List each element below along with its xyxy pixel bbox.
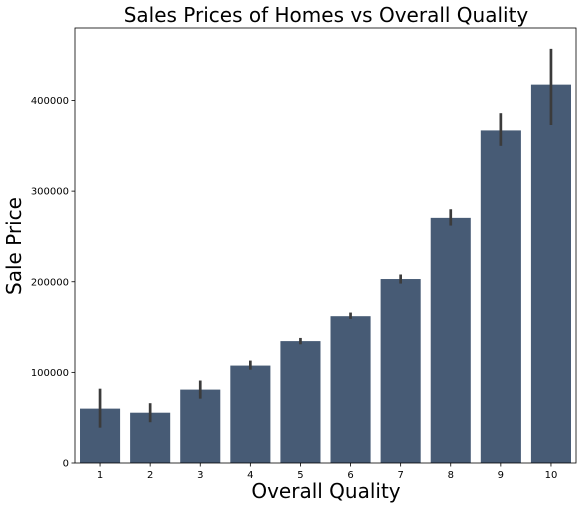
x-tick-label: 3 xyxy=(197,470,203,481)
bars-group xyxy=(80,48,571,463)
x-tick-label: 5 xyxy=(297,470,303,481)
x-tick-label: 9 xyxy=(498,470,504,481)
bar-9 xyxy=(480,130,521,463)
bar-6 xyxy=(330,316,371,463)
bar-8 xyxy=(430,217,471,463)
x-tick-label: 10 xyxy=(545,470,558,481)
bar-7 xyxy=(380,279,421,463)
y-axis-label: Sale Price xyxy=(2,197,26,295)
plot-frame xyxy=(74,27,577,464)
y-axis: 0 100000 200000 300000 400000 xyxy=(31,96,75,470)
x-tick-label: 7 xyxy=(397,470,403,481)
x-tick-label: 8 xyxy=(448,470,454,481)
y-tick-label: 0 xyxy=(63,459,69,470)
bar-10 xyxy=(530,84,571,463)
y-tick-label: 400000 xyxy=(31,96,69,107)
x-tick-label: 4 xyxy=(247,470,253,481)
x-axis-label: Overall Quality xyxy=(251,479,400,503)
x-tick-label: 2 xyxy=(147,470,153,481)
bar-5 xyxy=(280,341,321,463)
bar-3 xyxy=(180,389,221,463)
chart-title: Sales Prices of Homes vs Overall Quality xyxy=(124,3,529,27)
y-tick-label: 200000 xyxy=(31,277,69,288)
y-tick-label: 300000 xyxy=(31,187,69,198)
x-tick-label: 6 xyxy=(347,470,353,481)
y-tick-label: 100000 xyxy=(31,368,69,379)
x-axis: 1 2 3 4 5 6 7 8 9 10 xyxy=(97,463,557,481)
x-tick-label: 1 xyxy=(97,470,103,481)
bar-4 xyxy=(230,365,271,463)
